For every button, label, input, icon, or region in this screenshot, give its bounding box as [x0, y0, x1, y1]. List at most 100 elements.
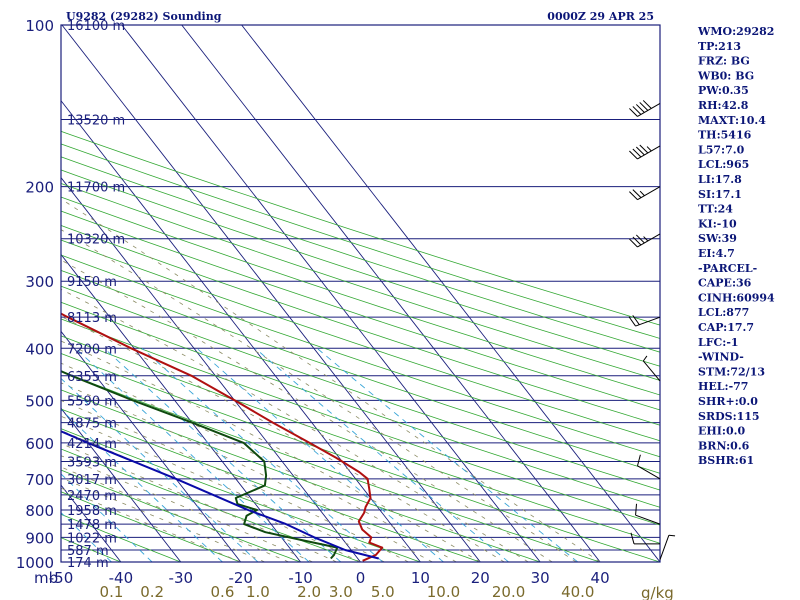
pressure-axis: 100 200 300 400 500 600 700 800 900 1000: [16, 17, 54, 572]
station-title: U9282 (29282) Sounding: [66, 10, 222, 23]
height-label: 3017 m: [67, 473, 117, 488]
temperature-tick-label: -20: [228, 569, 253, 587]
height-label: 10320 m: [67, 233, 125, 248]
wind-barb: [659, 534, 676, 560]
height-label: 1478 m: [67, 518, 117, 533]
stat-line: SHR+:0.0: [698, 395, 758, 408]
stat-line: PW:0.35: [698, 84, 749, 97]
height-label: 1022 m: [67, 531, 117, 546]
dry-adiabat: [61, 448, 361, 562]
stat-line: TP:213: [698, 40, 741, 53]
stat-line: CAP:17.7: [698, 321, 754, 334]
stat-line: BSHR:61: [698, 454, 754, 467]
temperature-tick-label: -40: [109, 569, 134, 587]
moist-adiabat: [61, 382, 433, 562]
dry-adiabat: [61, 196, 660, 396]
mixing-ratio-axis: 0.1 0.2 0.6 1.0 2.0 3.0 5.0 10.0 20.0 40.0: [100, 583, 595, 600]
isotherm-lines: [61, 25, 660, 562]
isotherm-line: [61, 253, 301, 562]
height-label: 174 m: [67, 556, 109, 571]
mixing-ratio-line: [61, 377, 259, 562]
dry-adiabat: [61, 224, 660, 426]
isotherm-line: [61, 99, 421, 562]
stat-line: CAPE:36: [698, 277, 752, 290]
mixing-ratio-line: [75, 347, 310, 562]
dewpoint-trace: [61, 370, 339, 560]
dry-adiabat: [61, 143, 660, 339]
moist-adiabat: [61, 455, 313, 562]
mixing-ratio-tick-label: 40.0: [561, 583, 594, 600]
temperature-tick-label: 40: [591, 569, 610, 587]
mixing-ratio-tick-label: 3.0: [329, 583, 353, 600]
stat-line: WMO:29282: [697, 25, 774, 38]
dry-adiabat: [61, 428, 421, 562]
moist-adiabat: [61, 340, 481, 562]
stat-line: EI:4.7: [698, 247, 735, 260]
moist-adiabat: [61, 399, 409, 562]
pressure-tick-label: 100: [25, 17, 54, 35]
stat-line: SI:17.1: [698, 188, 742, 201]
temperature-trace: [61, 312, 384, 562]
stat-line: -PARCEL-: [698, 262, 757, 275]
height-label: 11700 m: [67, 181, 125, 196]
pressure-tick-label: 600: [25, 435, 54, 453]
height-label: 6355 m: [67, 370, 117, 385]
parcel-trace: [61, 430, 379, 560]
sounding-time: 0000Z 29 APR 25: [547, 10, 654, 23]
dry-adiabat: [61, 469, 301, 562]
dry-adiabat: [61, 318, 660, 526]
mixing-ratio-tick-label: 20.0: [492, 583, 525, 600]
dry-adiabat: [61, 130, 660, 326]
pressure-tick-label: 500: [25, 392, 54, 410]
height-label: 3593 m: [67, 456, 117, 471]
dry-adiabat: [61, 389, 541, 562]
sounding-traces: [61, 312, 384, 562]
isotherm-line: [61, 407, 182, 562]
mixing-ratio-line: [61, 511, 112, 562]
mixing-ratio-tick-label: 5.0: [371, 583, 395, 600]
dry-adiabat: [61, 491, 241, 562]
height-label: 13520 m: [67, 114, 125, 129]
moist-adiabat: [61, 198, 601, 562]
temperature-tick-label: 30: [531, 569, 550, 587]
height-labels: 16100 m 13520 m 11700 m 10320 m 9150 m 8113 m…: [67, 19, 125, 571]
moist-adiabat: [61, 259, 553, 562]
moist-adiabat: [61, 229, 577, 562]
height-label: 9150 m: [67, 275, 117, 290]
height-label: 587 m: [67, 544, 109, 559]
height-label: 4875 m: [67, 417, 117, 432]
wind-barb: [636, 454, 661, 480]
mixing-ratio-line: [196, 347, 444, 562]
height-label: 4214 m: [67, 437, 117, 452]
temperature-axis: -50 -40 -30 -20 -10 0 10 20 30 40: [49, 569, 610, 587]
wind-barb: [629, 144, 661, 160]
wind-barb: [630, 532, 660, 545]
stat-line: MAXT:10.4: [698, 114, 766, 127]
mixing-ratio-line: [61, 473, 153, 562]
dry-adiabat: [61, 169, 660, 367]
height-label: 5590 m: [67, 394, 117, 409]
moist-adiabat: [61, 443, 337, 562]
mixing-ratio-tick-label: 0.2: [140, 583, 164, 600]
dry-adiabat: [61, 335, 660, 544]
stat-line: TT:24: [698, 203, 733, 216]
stat-line: L57:7.0: [698, 143, 745, 156]
wind-barb: [628, 315, 661, 327]
stat-line: LI:17.8: [698, 173, 742, 186]
isotherm-line: [181, 25, 601, 562]
stat-line: -WIND-: [698, 351, 744, 364]
mixing-ratio-line: [255, 347, 509, 562]
isotherm-line: [61, 176, 361, 562]
pressure-tick-label: 1000: [16, 554, 54, 572]
stat-line: STM:72/13: [698, 365, 765, 378]
mixing-ratio-lines: [61, 347, 579, 562]
mixing-ratio-tick-label: 2.0: [297, 583, 321, 600]
wind-barb: [642, 355, 661, 382]
mixing-ratio-line: [141, 347, 384, 562]
dry-adiabat: [61, 408, 481, 562]
height-label: 7200 m: [67, 342, 117, 357]
wind-barb: [629, 100, 661, 117]
pressure-tick-label: 200: [25, 179, 54, 197]
